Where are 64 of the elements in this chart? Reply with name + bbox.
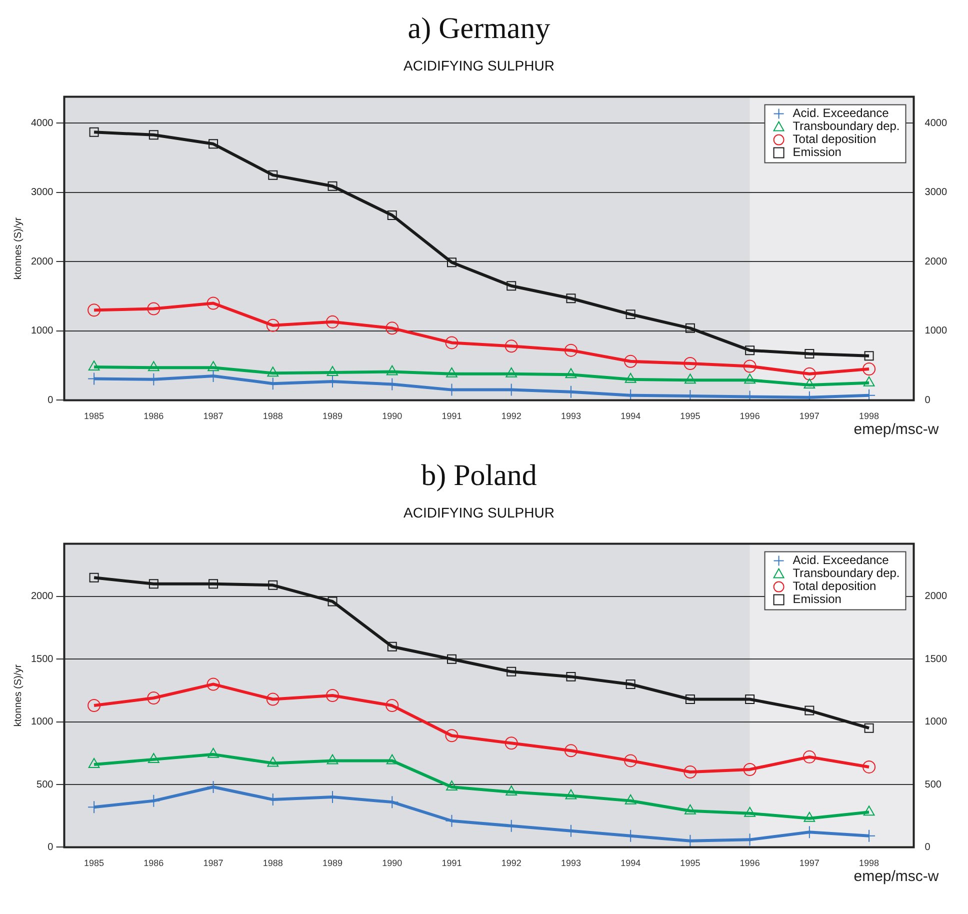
y-tick-label: 3000	[30, 187, 54, 198]
chart-title: a) Germany	[408, 12, 550, 45]
text: emep/msc-w	[854, 420, 939, 438]
x-tick-label: 1994	[620, 858, 641, 868]
y-tick-label: 500	[36, 779, 54, 790]
x-tick-label: 1987	[203, 858, 224, 868]
x-tick-label: 1992	[501, 858, 522, 868]
legend-label: Emission	[792, 592, 842, 606]
x-tick-label: 1997	[799, 858, 820, 868]
x-tick-label: 1990	[382, 858, 402, 868]
y-tick-label: 1500	[30, 654, 54, 665]
y-tick-label: 0	[48, 394, 54, 406]
x-tick-label: 1992	[501, 411, 522, 422]
x-tick-label: 1995	[680, 858, 700, 868]
x-tick-label: 1991	[442, 858, 462, 868]
x-tick-label: 1997	[799, 411, 820, 422]
legend-label: Transboundary dep.	[792, 566, 900, 580]
y2-tick-label: 500	[924, 779, 942, 790]
legend-label: Acid. Exceedance	[792, 106, 890, 120]
x-tick-label: 1996	[740, 858, 760, 868]
chart-subtitle: ACIDIFYING SULPHUR	[404, 57, 554, 74]
x-tick-label: 1991	[442, 411, 462, 422]
legend-label: Emission	[792, 145, 842, 160]
x-tick-label: 1985	[84, 858, 104, 868]
legend-label: Total deposition	[792, 579, 876, 594]
x-tick-label: 1998	[859, 858, 880, 868]
x-tick-label: 1986	[144, 858, 164, 868]
y-tick-label: 0	[48, 842, 54, 853]
y2-tick-label: 1000	[924, 326, 948, 337]
x-tick-label: 1993	[560, 858, 581, 868]
y-axis-title: ktonnes (S)/yr	[12, 664, 24, 727]
y-tick-label: 4000	[30, 118, 54, 129]
y2-tick-label: 4000	[924, 118, 948, 129]
x-tick-label: 1989	[322, 858, 343, 868]
legend-label: Total deposition	[792, 132, 876, 146]
y-axis-title: ktonnes (S)/yr	[12, 216, 24, 280]
y2-tick-label: 0	[924, 394, 931, 406]
x-tick-label: 1988	[262, 411, 283, 422]
y-tick-label: 1000	[30, 326, 54, 337]
y2-tick-label: 1000	[924, 716, 948, 728]
chart-subtitle: ACIDIFYING SULPHUR	[404, 504, 554, 520]
y2-tick-label: 1500	[924, 654, 948, 665]
y2-tick-label: 2000	[924, 591, 948, 602]
y-tick-label: 1000	[30, 716, 54, 728]
x-tick-label: 1985	[84, 411, 104, 422]
y2-tick-label: 3000	[924, 187, 948, 198]
x-tick-label: 1994	[620, 411, 641, 422]
text: emep/msc-w	[854, 868, 939, 885]
y-tick-label: 2000	[30, 591, 54, 602]
chart-title: b) Poland	[421, 458, 537, 492]
x-tick-label: 1986	[144, 411, 164, 422]
x-tick-label: 1988	[262, 858, 283, 868]
x-tick-label: 1989	[322, 411, 343, 422]
y2-tick-label: 0	[924, 842, 931, 853]
x-tick-label: 1993	[560, 411, 581, 422]
x-tick-label: 1996	[740, 411, 760, 422]
x-tick-label: 1998	[859, 411, 880, 422]
x-tick-label: 1995	[680, 411, 700, 422]
legend-label: Acid. Exceedance	[792, 553, 890, 568]
y-tick-label: 2000	[30, 256, 54, 268]
legend-label: Transboundary dep.	[792, 119, 900, 134]
x-tick-label: 1990	[382, 411, 402, 422]
y2-tick-label: 2000	[924, 256, 948, 268]
x-tick-label: 1987	[203, 411, 224, 422]
